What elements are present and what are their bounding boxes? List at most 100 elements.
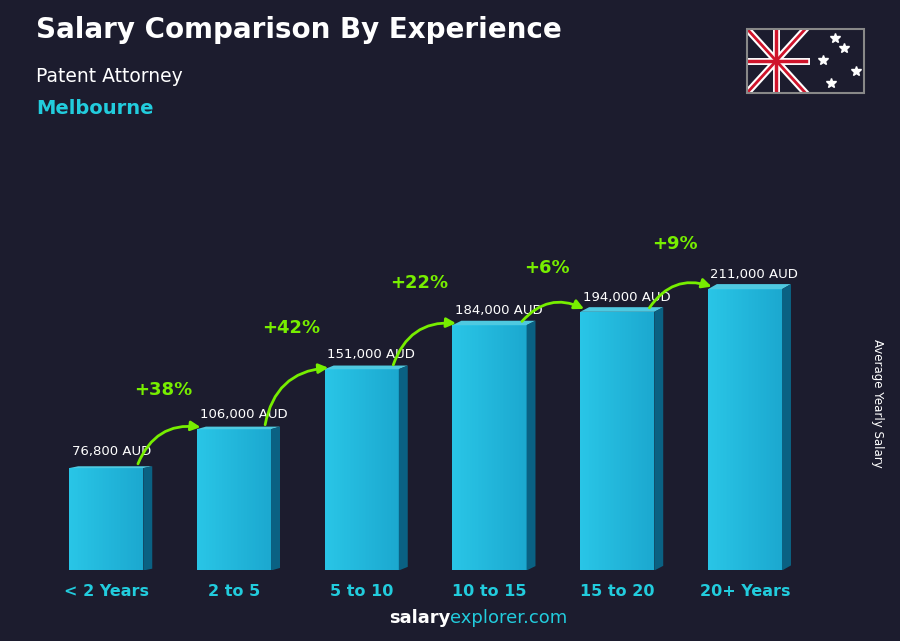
Bar <box>127 468 129 570</box>
Bar <box>727 289 729 570</box>
Bar <box>487 325 488 570</box>
Bar <box>213 429 215 570</box>
Bar <box>134 468 136 570</box>
Bar <box>109 468 111 570</box>
Bar <box>585 312 586 570</box>
Bar <box>770 289 772 570</box>
Bar <box>779 289 780 570</box>
Bar <box>362 369 364 570</box>
Text: 76,800 AUD: 76,800 AUD <box>72 445 151 458</box>
Bar <box>245 429 246 570</box>
Bar <box>512 325 513 570</box>
Bar <box>586 312 588 570</box>
Polygon shape <box>143 466 152 570</box>
Polygon shape <box>526 320 536 570</box>
Bar <box>643 312 644 570</box>
Bar <box>472 325 473 570</box>
Bar <box>617 312 619 570</box>
Bar <box>380 369 381 570</box>
Bar <box>84 468 86 570</box>
Bar <box>99 468 101 570</box>
Bar <box>97 468 99 570</box>
Bar <box>481 325 482 570</box>
Bar <box>230 429 231 570</box>
Bar <box>118 468 120 570</box>
Bar <box>223 429 225 570</box>
Bar <box>93 468 94 570</box>
Bar <box>608 312 610 570</box>
Bar <box>257 429 259 570</box>
Bar <box>117 468 118 570</box>
Bar <box>644 312 645 570</box>
Bar <box>721 289 723 570</box>
Bar <box>467 325 469 570</box>
Bar <box>253 429 255 570</box>
Bar <box>741 289 742 570</box>
Bar <box>338 369 339 570</box>
Bar <box>385 369 387 570</box>
Bar <box>90 468 92 570</box>
Bar <box>476 325 478 570</box>
Bar <box>87 468 88 570</box>
Bar <box>256 429 257 570</box>
Bar <box>483 325 485 570</box>
Bar <box>720 289 722 570</box>
Bar <box>455 325 457 570</box>
Bar <box>606 312 607 570</box>
Bar <box>506 325 508 570</box>
Bar <box>634 312 635 570</box>
Bar <box>202 429 204 570</box>
Bar <box>766 289 768 570</box>
Bar <box>625 312 626 570</box>
Bar <box>602 312 604 570</box>
Bar <box>268 429 270 570</box>
Bar <box>723 289 724 570</box>
Bar <box>738 289 739 570</box>
Bar <box>641 312 643 570</box>
Bar <box>122 468 124 570</box>
Bar <box>140 468 142 570</box>
Bar <box>328 369 329 570</box>
Bar <box>348 369 350 570</box>
Bar <box>209 429 211 570</box>
Bar <box>504 325 506 570</box>
Bar <box>724 289 725 570</box>
Bar <box>627 312 629 570</box>
Bar <box>464 325 466 570</box>
Bar <box>215 429 216 570</box>
Bar <box>212 429 213 570</box>
Bar <box>492 325 494 570</box>
Bar <box>74 468 76 570</box>
Bar <box>595 312 597 570</box>
Bar <box>454 325 455 570</box>
Bar <box>136 468 138 570</box>
Bar <box>525 325 526 570</box>
Bar <box>237 429 239 570</box>
Bar <box>494 325 496 570</box>
Bar <box>330 369 332 570</box>
Bar <box>94 468 96 570</box>
Bar <box>129 468 130 570</box>
Text: explorer.com: explorer.com <box>450 609 567 627</box>
Bar <box>384 369 385 570</box>
Bar <box>364 369 366 570</box>
Bar <box>618 312 620 570</box>
Bar <box>108 468 109 570</box>
Bar <box>326 369 328 570</box>
Bar <box>730 289 732 570</box>
Bar <box>751 289 752 570</box>
Bar <box>491 325 492 570</box>
Bar <box>500 325 501 570</box>
Bar <box>264 429 266 570</box>
Bar <box>71 468 72 570</box>
Bar <box>236 429 237 570</box>
Bar <box>218 429 220 570</box>
Polygon shape <box>271 427 280 570</box>
Bar <box>341 369 343 570</box>
Bar <box>485 325 487 570</box>
Bar <box>711 289 713 570</box>
Bar <box>115 468 117 570</box>
Bar <box>359 369 360 570</box>
Bar <box>457 325 458 570</box>
Bar <box>241 429 243 570</box>
